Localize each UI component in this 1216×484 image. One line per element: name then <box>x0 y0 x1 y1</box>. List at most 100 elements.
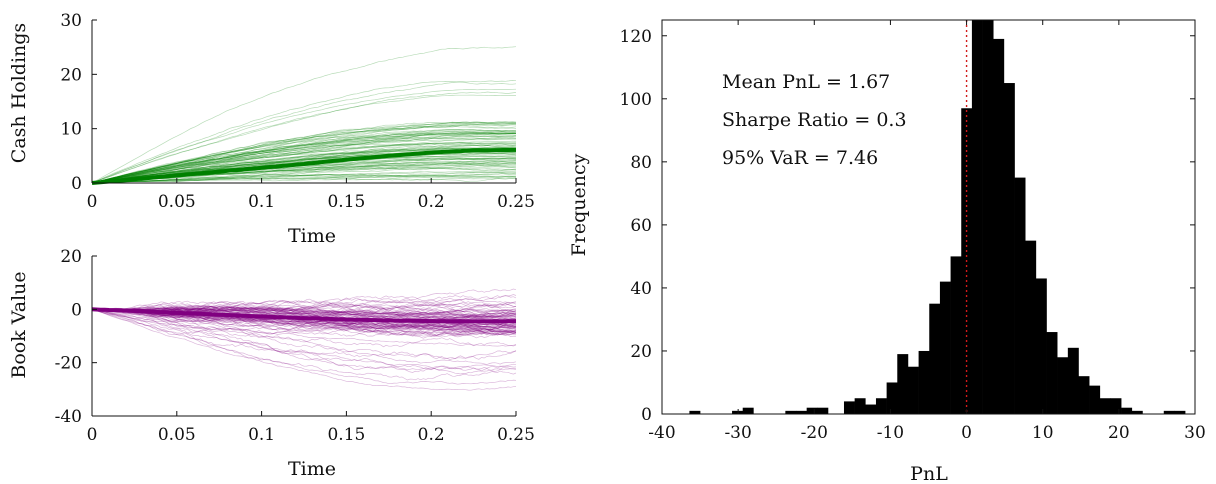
book-value-sim-path <box>91 308 517 360</box>
cash-holdings-sim-path <box>91 170 517 184</box>
cash-holdings-sim-path <box>91 165 517 184</box>
cash-holdings-sim-path <box>91 167 517 184</box>
cash-holdings-sim-path <box>91 124 517 184</box>
cash-holdings-sim-path <box>91 121 517 184</box>
cash-holdings-sim-path <box>91 146 516 184</box>
cash-holdings-sim-path <box>91 173 517 184</box>
histogram-bar <box>1110 398 1122 414</box>
histogram-bar <box>950 256 962 414</box>
histogram-bar <box>1163 410 1175 414</box>
cash-holdings-sim-path <box>91 143 517 184</box>
book-value-sim-path <box>91 308 517 332</box>
cash-holdings-sim-path <box>91 124 517 184</box>
cash-holdings-sim-path <box>91 46 517 184</box>
cash-holdings-sim-path <box>91 132 517 184</box>
cash-holdings-sim-path <box>91 91 517 184</box>
cash-holdings-sim-path <box>91 176 516 184</box>
book-value-sim-path <box>91 308 517 328</box>
book-value-sim-path <box>91 308 517 339</box>
cash-holdings-sim-path <box>91 173 517 184</box>
histogram-bar <box>939 281 951 414</box>
book-value-sim-path <box>91 308 517 348</box>
pnl-histogram-x-tick-label: 30 <box>1184 423 1206 443</box>
pnl-histogram-x-tick-label: -40 <box>648 423 675 443</box>
book-value-x-tick-label: 0.05 <box>158 425 196 445</box>
annotation-mean-pnl: Mean PnL = 1.67 <box>722 71 890 93</box>
pnl-histogram-x-tick-label: 20 <box>1108 423 1130 443</box>
book-value-mean-path <box>91 307 516 324</box>
histogram-bar <box>1003 83 1015 414</box>
cash-holdings-sim-path <box>91 171 517 184</box>
cash-holdings-sim-path <box>91 129 517 184</box>
book-value-sim-path <box>91 307 517 319</box>
book-value-sim-path <box>91 306 517 326</box>
cash-holdings-axes: 0 0.05 0.1 0.15 0.2 0.25 0 10 20 30 <box>60 11 535 212</box>
histogram-bar <box>796 410 807 414</box>
book-value-sim-path <box>91 306 517 327</box>
book-value-sim-path <box>91 308 517 327</box>
histogram-bar <box>1046 332 1058 414</box>
histogram-bar <box>1089 385 1101 414</box>
cash-holdings-sim-path <box>91 121 517 184</box>
book-value-y-tick-label: 20 <box>60 247 82 267</box>
book-value-sim-path <box>91 308 516 318</box>
cash-holdings-sim-path <box>91 144 517 184</box>
book-value-xlabel: Time <box>288 458 336 480</box>
cash-holdings-sim-path <box>91 177 517 184</box>
book-value-sim-path <box>91 308 517 334</box>
book-value-sim-path <box>91 300 517 312</box>
book-value-sim-path <box>91 308 517 337</box>
annotation-sharpe-ratio: Sharpe Ratio = 0.3 <box>722 109 907 131</box>
cash-holdings-sim-path <box>91 176 516 184</box>
book-value-sim-path <box>91 307 517 333</box>
cash-holdings-sim-path <box>91 159 516 184</box>
cash-holdings-sim-path <box>91 131 516 184</box>
pnl-histogram-frame <box>661 19 1196 415</box>
book-value-y-tick-label: -20 <box>55 354 82 374</box>
cash-holdings-y-tick-label: 10 <box>60 120 82 140</box>
book-value-sim-path <box>91 294 517 310</box>
cash-holdings-sim-path <box>91 88 517 184</box>
cash-holdings-sim-path <box>91 144 517 184</box>
book-value-sim-path <box>91 308 517 347</box>
cash-holdings-sim-path <box>91 133 517 184</box>
pnl-histogram-x-tick-label: 0 <box>961 423 972 443</box>
histogram-bar <box>918 350 930 414</box>
book-value-sim-path <box>91 305 517 313</box>
pnl-histogram-ylabel: Frequency <box>568 153 590 256</box>
book-value-axes: 0 0.05 0.1 0.15 0.2 0.25 -40 -20 0 20 <box>55 247 535 445</box>
book-value-sim-path <box>91 300 517 311</box>
book-value-x-tick-label: 0.25 <box>497 425 535 445</box>
pnl-histogram-x-tick-label: -30 <box>724 423 751 443</box>
pnl-histogram-y-tick-label: 100 <box>620 90 652 110</box>
book-value-sim-path <box>91 306 517 316</box>
cash-holdings-sim-path <box>91 126 517 184</box>
cash-holdings-y-tick-label: 0 <box>71 174 82 194</box>
cash-holdings-sim-path <box>91 124 517 184</box>
cash-holdings-sim-path <box>91 128 517 184</box>
book-value-sim-path <box>91 308 516 331</box>
book-value-sim-path <box>91 308 517 320</box>
cash-holdings-sim-path <box>91 137 517 184</box>
histogram-bar <box>865 404 877 414</box>
pnl-histogram-xlabel: PnL <box>910 463 948 484</box>
book-value-sim-path <box>91 308 517 317</box>
pnl-histogram-y-tick-label: 0 <box>641 405 652 425</box>
cash-holdings-mean-path <box>91 147 516 185</box>
cash-holdings-sim-path <box>91 148 517 184</box>
histogram-bar <box>1099 398 1111 414</box>
cash-holdings-sim-path <box>91 131 517 184</box>
cash-holdings-x-tick-label: 0 <box>87 192 98 212</box>
book-value-y-tick-label: -40 <box>55 407 82 427</box>
histogram-bar <box>689 410 701 414</box>
book-value-sim-path <box>91 295 517 313</box>
histogram-bar <box>886 382 898 414</box>
cash-holdings-y-tick-label: 20 <box>60 65 82 85</box>
cash-holdings-sim-path <box>91 131 517 184</box>
pnl-histogram-y-tick-label: 80 <box>630 153 652 173</box>
cash-holdings-ylabel: Cash Holdings <box>8 23 30 163</box>
book-value-sim-path <box>91 308 517 327</box>
book-value-sim-path <box>91 308 517 330</box>
histogram-bar <box>1174 410 1186 414</box>
cash-holdings-sim-path <box>91 80 517 184</box>
